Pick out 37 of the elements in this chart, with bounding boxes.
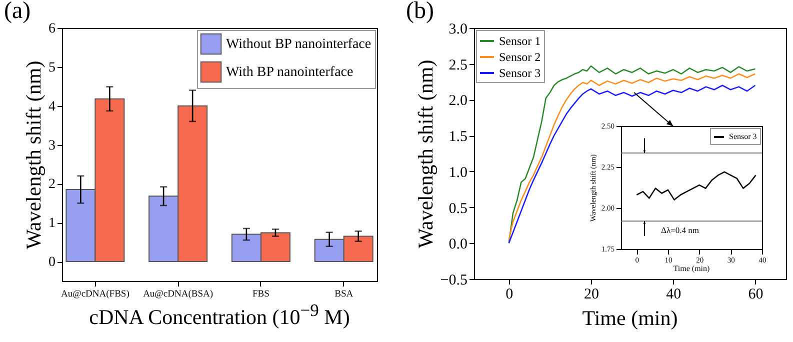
y-tick-label: 5: [48, 60, 56, 76]
y-tick-label: 0.0: [448, 236, 468, 253]
y-tick-label: 0.5: [448, 200, 468, 217]
x-axis-title: Time (min): [581, 306, 679, 331]
x-tick-label: BSA: [334, 290, 354, 300]
chart-title: (b): [406, 0, 434, 25]
x-tick-label: 40: [666, 286, 682, 302]
y-tick-label: 2.0: [448, 93, 468, 110]
y-tick-label: 1: [48, 216, 56, 232]
y-tick-label: −0.5: [440, 272, 468, 288]
x-axis-title: cDNA Concentration (10$^{−9}$ M): [88, 300, 351, 330]
y-tick-label: 3: [48, 138, 56, 154]
y-tick-label: 1.5: [448, 129, 468, 146]
y-tick-label: 2.5: [448, 57, 468, 74]
x-tick-label: 0: [506, 286, 514, 302]
y-axis-title: Wavelength shift (nm): [22, 60, 46, 250]
legend-label: With BP nanointerface: [226, 65, 354, 80]
y-tick-label: 1.0: [448, 164, 468, 181]
y-axis-title: Wavelength shift (nm): [413, 60, 438, 248]
annotation: Δλ=0.4 nm: [661, 225, 699, 235]
y-tick-label: 3.0: [448, 22, 468, 38]
x-tick-label: 20: [584, 286, 599, 302]
line-series: [636, 171, 756, 200]
y-tick-label: 4: [48, 99, 56, 114]
legend-label: Sensor 2: [499, 50, 541, 64]
legend-label: Sensor 3: [499, 66, 541, 80]
x-tick-label: Au@cDNA(FBS): [60, 290, 130, 300]
chart-title: (a): [4, 0, 31, 25]
y-tick-label: 6: [48, 22, 56, 36]
x-axis-title: Time (min): [672, 264, 711, 273]
legend-label: Sensor 1: [499, 34, 541, 48]
x-tick-label: FBS: [252, 290, 270, 300]
y-tick-label: 2: [48, 177, 56, 192]
legend-label: Sensor 3: [729, 132, 757, 141]
x-tick-label: 60: [748, 286, 764, 302]
legend-label: Without BP nanointerface: [226, 37, 372, 52]
x-tick-label: Au@cDNA(BSA): [143, 290, 214, 300]
